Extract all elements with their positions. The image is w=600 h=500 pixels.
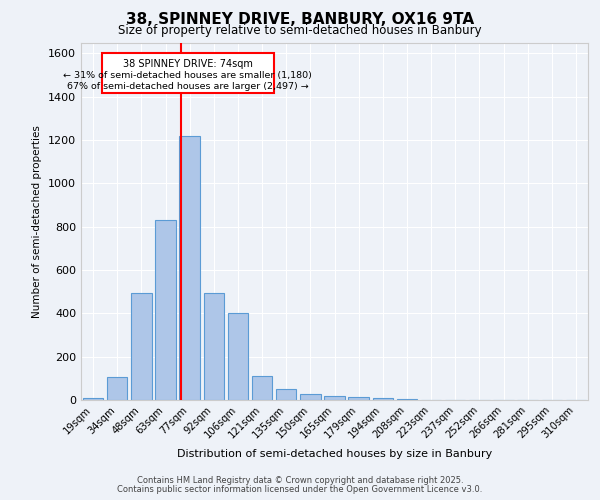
Bar	[203, 292, 224, 400]
Text: Contains HM Land Registry data © Crown copyright and database right 2025.: Contains HM Land Registry data © Crown c…	[137, 476, 463, 485]
Text: Contains public sector information licensed under the Open Government Licence v3: Contains public sector information licen…	[118, 485, 482, 494]
Bar	[300, 394, 320, 400]
Bar	[179, 136, 200, 400]
Text: 38 SPINNEY DRIVE: 74sqm: 38 SPINNEY DRIVE: 74sqm	[123, 60, 253, 70]
Bar	[349, 398, 369, 400]
Bar	[131, 292, 152, 400]
Bar	[83, 398, 103, 400]
Y-axis label: Number of semi-detached properties: Number of semi-detached properties	[32, 125, 43, 318]
Bar	[397, 399, 417, 400]
Bar	[227, 314, 248, 400]
Bar	[252, 376, 272, 400]
Bar	[155, 220, 176, 400]
Text: 67% of semi-detached houses are larger (2,497) →: 67% of semi-detached houses are larger (…	[67, 82, 309, 92]
FancyBboxPatch shape	[101, 54, 274, 94]
Bar	[107, 376, 127, 400]
Text: 38, SPINNEY DRIVE, BANBURY, OX16 9TA: 38, SPINNEY DRIVE, BANBURY, OX16 9TA	[126, 12, 474, 26]
Bar	[324, 396, 345, 400]
Text: ← 31% of semi-detached houses are smaller (1,180): ← 31% of semi-detached houses are smalle…	[64, 71, 312, 80]
X-axis label: Distribution of semi-detached houses by size in Banbury: Distribution of semi-detached houses by …	[177, 449, 492, 459]
Bar	[373, 398, 393, 400]
Bar	[276, 389, 296, 400]
Text: Size of property relative to semi-detached houses in Banbury: Size of property relative to semi-detach…	[118, 24, 482, 37]
